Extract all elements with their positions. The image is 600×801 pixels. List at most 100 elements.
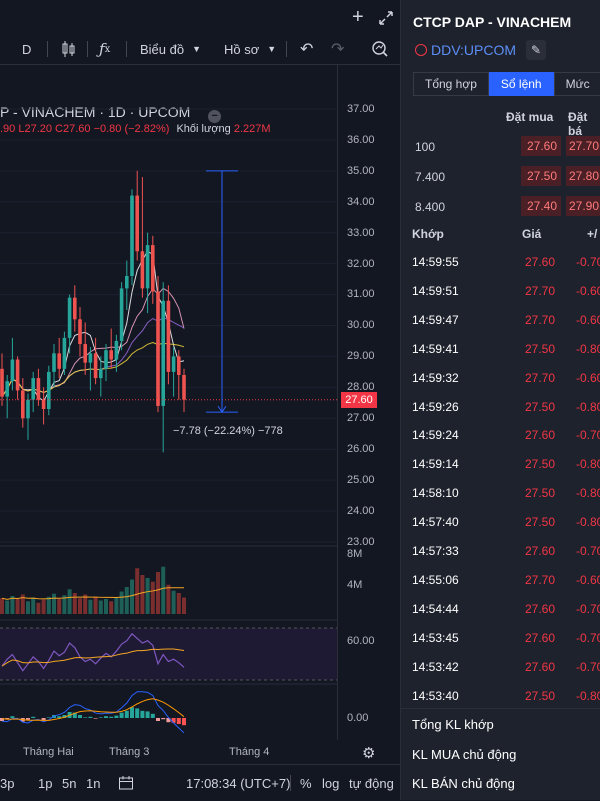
chart-menu-button[interactable]: Biểu đồ ▼ — [140, 34, 201, 64]
volume-ma-line — [1, 587, 185, 600]
orderbook-row[interactable]: 100 27.60 27.70 — [401, 135, 600, 165]
macd-histogram-bar — [182, 718, 186, 726]
candle-body — [73, 297, 77, 320]
hide-legend-icon[interactable]: − — [208, 110, 222, 123]
volume-bar — [130, 579, 134, 614]
calendar-icon[interactable] — [118, 765, 134, 801]
candle-body — [140, 251, 145, 289]
match-row: 14:58:10 27.50 -0.80 — [401, 478, 600, 507]
volume-bar — [31, 597, 36, 614]
range-1m[interactable]: 1p — [38, 775, 53, 791]
match-price: 27.60 — [525, 601, 556, 616]
orderbook-bid[interactable]: 27.60 — [521, 136, 561, 156]
volume-bar — [150, 581, 155, 614]
orderbook-row[interactable]: 8.400 27.40 27.90 — [401, 195, 600, 225]
orderbook-ask[interactable]: 27.70 — [566, 136, 600, 156]
rsi-axis-label: 60.00 — [347, 635, 375, 647]
macd-histogram-bar — [46, 717, 51, 718]
macd-histogram-bar — [10, 716, 15, 718]
volume-bar — [176, 593, 181, 614]
chart-legend: P - VINACHEM · 1D · UPCOM − — [0, 104, 222, 123]
volume-bar — [57, 599, 62, 614]
macd-histogram-bar — [78, 715, 82, 718]
orderbook-ask[interactable]: 27.80 — [566, 166, 600, 186]
volume-bar — [140, 575, 145, 614]
match-row: 14:55:06 27.70 -0.60 — [401, 565, 600, 594]
volume-bar — [145, 578, 150, 614]
auto-scale-toggle[interactable]: tự động — [349, 775, 394, 791]
volume-bar — [156, 572, 160, 614]
match-change-header: +/ — [587, 227, 598, 241]
match-time: 14:59:32 — [412, 370, 459, 385]
match-row: 14:59:14 27.50 -0.80 — [401, 449, 600, 478]
tab-levels[interactable]: Mức — [553, 72, 600, 96]
macd-histogram-bar — [109, 716, 114, 718]
match-price: 27.60 — [525, 659, 556, 674]
log-scale-toggle[interactable]: log — [322, 775, 340, 791]
interval-button[interactable]: D — [22, 41, 32, 57]
orderbook-ask[interactable]: 27.90 — [566, 196, 600, 216]
candle-body — [135, 195, 139, 252]
macd-histogram-bar — [72, 712, 77, 718]
match-time: 14:59:41 — [412, 341, 459, 356]
profile-menu-button[interactable]: Hồ sơ ▼ — [224, 34, 276, 64]
match-price: 27.70 — [525, 283, 556, 298]
candle-body — [171, 356, 176, 372]
camera-icon[interactable] — [371, 34, 389, 64]
orderbook-bid[interactable]: 27.40 — [521, 196, 561, 216]
volume-bar — [109, 601, 114, 614]
redo-icon[interactable]: ↷ — [331, 41, 345, 58]
settings-icon[interactable]: ⚙ — [362, 745, 376, 762]
range-5d[interactable]: 5n — [62, 775, 77, 791]
macd-histogram-bar — [41, 718, 46, 721]
match-time: 14:53:42 — [412, 659, 459, 674]
orderbook-row[interactable]: 7.400 27.50 27.80 — [401, 165, 600, 195]
orderbook-volume: 8.400 — [415, 200, 446, 214]
symbol-code[interactable]: DDV:UPCOM — [431, 42, 517, 58]
candles-icon[interactable] — [60, 34, 76, 64]
plus-icon[interactable]: + — [352, 6, 364, 28]
macd-histogram-bar — [104, 716, 108, 718]
macd-histogram-bar — [119, 712, 124, 718]
price-axis-label: 36.00 — [347, 133, 375, 146]
candle-body — [31, 378, 35, 400]
range-3m[interactable]: 3p — [0, 775, 15, 791]
rsi-band — [0, 628, 337, 680]
volume-bar — [52, 593, 56, 614]
candle-body — [114, 340, 119, 360]
match-time: 14:59:26 — [412, 399, 459, 414]
right-panel: CTCP DAP - VINACHEM DDV:UPCOM ✎ Tổng hợp… — [400, 0, 600, 800]
candle-body — [119, 288, 124, 341]
match-time: 14:59:47 — [412, 312, 459, 327]
match-change: -0.80 — [576, 399, 600, 414]
candle-body — [166, 300, 171, 372]
edit-icon[interactable]: ✎ — [526, 40, 547, 60]
orderbook-bid[interactable]: 27.50 — [521, 166, 561, 186]
volume-bar — [41, 599, 46, 614]
candle-body — [78, 319, 82, 345]
tab-summary[interactable]: Tổng hợp — [413, 72, 489, 96]
price-axis-label: 31.00 — [347, 288, 375, 301]
match-change: -0.80 — [576, 486, 600, 501]
ohlc-text: .90 L27.20 C27.60 −0.80 (−2.82%) — [0, 123, 170, 135]
expand-icon[interactable] — [378, 10, 394, 26]
volume-bar — [119, 591, 124, 614]
volume-bar — [5, 600, 10, 614]
match-change: -0.70 — [576, 601, 600, 616]
price-axis-label: 37.00 — [347, 103, 375, 115]
undo-icon[interactable]: ↶ — [300, 41, 314, 58]
candle-body — [57, 353, 61, 369]
range-1d[interactable]: 1n — [86, 775, 101, 791]
volume-bar — [67, 589, 72, 614]
total-volume-label: Tổng KL khớp — [412, 717, 494, 732]
price-chart[interactable] — [0, 64, 337, 740]
volume-bar — [124, 587, 129, 614]
percent-scale-toggle[interactable]: % — [300, 775, 312, 791]
volume-axis-label: 4M — [347, 579, 363, 591]
candle-body — [161, 300, 165, 406]
tab-orderbook[interactable]: Sổ lệnh — [488, 72, 554, 96]
candle-body — [83, 344, 87, 363]
candle-body — [88, 353, 93, 363]
